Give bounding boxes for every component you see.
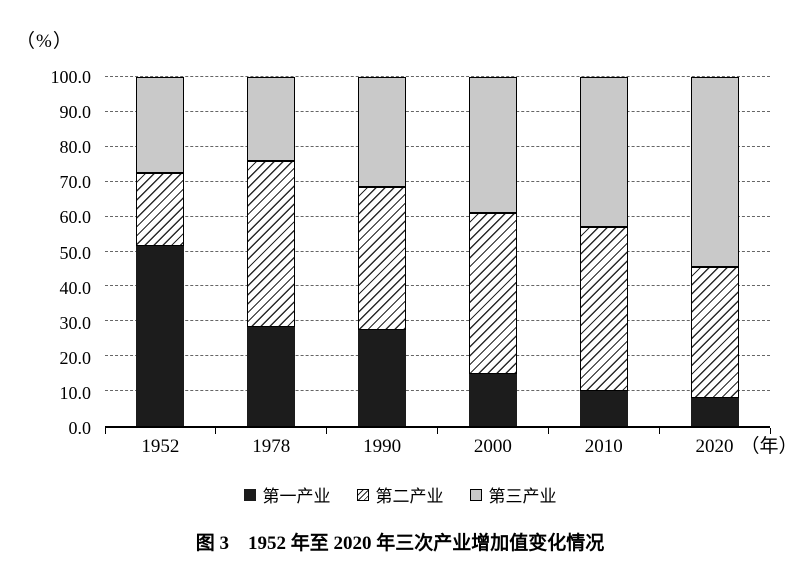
gridline-90 <box>105 110 770 112</box>
segment-第三产业-1952 <box>136 77 185 173</box>
y-tick-label-50.0: 50.0 <box>59 242 92 263</box>
x-tick-label-text: 1978 <box>252 436 291 457</box>
gridline-40 <box>105 285 770 287</box>
segment-第三产业-2020 <box>690 77 739 268</box>
x-tick-label-1978: 1978 <box>216 436 327 459</box>
legend-label: 第二产业 <box>375 487 444 506</box>
x-tick-label-text: 1952 <box>141 436 180 457</box>
x-tick-label-1952: 1952 <box>105 436 216 459</box>
x-tick-label-text: 2010 <box>584 436 623 457</box>
legend-label: 第三产业 <box>488 487 557 506</box>
x-tick-label-text: 2020 <box>695 436 734 457</box>
x-tick-label-text: 2000 <box>473 436 512 457</box>
gridline-10 <box>105 390 770 392</box>
legend-label: 第一产业 <box>262 487 331 506</box>
x-axis-tick <box>658 428 660 434</box>
legend-swatch-第二产业 <box>356 488 369 501</box>
segment-第二产业-2020 <box>690 267 739 399</box>
segment-第二产业-1990 <box>358 186 407 331</box>
gridline-100 <box>105 76 770 77</box>
x-tick-label-1990: 1990 <box>327 436 438 459</box>
y-tick-label-0.0: 0.0 <box>68 418 92 438</box>
legend-item-第一产业: 第一产业 <box>243 482 331 507</box>
x-axis-tick <box>104 428 106 434</box>
segment-第二产业-1952 <box>136 172 185 247</box>
segment-第一产业-2000 <box>468 373 517 426</box>
y-axis: 100.0 90.0 80.0 70.0 60.0 50.0 40.0 30.0 20.0 10.… <box>0 68 97 437</box>
legend-item-第二产业: 第二产业 <box>356 482 444 507</box>
gridline-30 <box>105 320 770 322</box>
plot-area <box>104 76 771 434</box>
y-tick-label-100.0: 100.0 <box>50 67 92 87</box>
bar-2000 <box>468 77 517 426</box>
y-tick-label-20.0: 20.0 <box>59 347 92 368</box>
y-tick-label-10.0: 10.0 <box>59 382 92 403</box>
y-tick-label-80.0: 80.0 <box>59 137 92 158</box>
y-axis-unit-label: （%） <box>16 31 73 52</box>
bar-1952 <box>136 77 185 426</box>
x-axis-tick <box>769 428 771 434</box>
gridline-70 <box>105 180 770 182</box>
x-axis: 1952 1978 1990 2000 2010 2020 （年） <box>105 436 798 459</box>
x-tick-label-2010: 2010 <box>548 436 659 459</box>
y-tick-label-90.0: 90.0 <box>59 102 92 123</box>
bar-1990 <box>358 77 407 426</box>
bar-2020 <box>690 77 739 426</box>
bar-2010 <box>579 77 628 426</box>
x-tick-label-text: 1990 <box>363 436 402 457</box>
segment-第二产业-2010 <box>579 227 628 392</box>
x-tick-label-2020: 2020 （年） <box>659 436 798 459</box>
x-axis-tick <box>437 428 438 434</box>
chart-caption: 图 3 1952 年至 2020 年三次产业增加值变化情况 <box>195 533 605 554</box>
segment-第一产业-1990 <box>358 330 407 426</box>
gridline-20 <box>105 355 770 357</box>
legend-item-第三产业: 第三产业 <box>469 482 557 507</box>
bars-container <box>105 77 770 426</box>
segment-第三产业-2010 <box>579 77 628 228</box>
segment-第一产业-2010 <box>579 391 628 426</box>
y-tick-label-30.0: 30.0 <box>59 312 92 333</box>
y-tick-label-40.0: 40.0 <box>59 277 92 298</box>
x-axis-tick <box>547 428 549 434</box>
legend: 第一产业 第二产业 第三产业 <box>0 482 800 507</box>
x-axis-tick <box>326 428 328 434</box>
segment-第二产业-1978 <box>247 160 296 327</box>
x-axis-unit-suffix: （年） <box>740 436 798 457</box>
segment-第二产业-2000 <box>468 213 517 374</box>
segment-第三产业-2000 <box>468 77 517 214</box>
x-tick-label-2000: 2000 <box>437 436 548 459</box>
segment-第一产业-1978 <box>247 326 296 426</box>
legend-swatch-第一产业 <box>243 488 256 501</box>
legend-swatch-第三产业 <box>469 488 482 501</box>
segment-第三产业-1990 <box>358 77 407 187</box>
y-tick-label-70.0: 70.0 <box>59 172 92 193</box>
segment-第一产业-2020 <box>690 398 739 426</box>
segment-第三产业-1978 <box>247 77 296 161</box>
bar-1978 <box>247 77 296 426</box>
y-tick-label-60.0: 60.0 <box>59 207 92 228</box>
gridline-50 <box>105 250 770 252</box>
segment-第一产业-1952 <box>136 246 185 426</box>
gridline-60 <box>105 215 770 217</box>
gridline-80 <box>105 145 770 147</box>
x-axis-tick <box>215 428 217 434</box>
